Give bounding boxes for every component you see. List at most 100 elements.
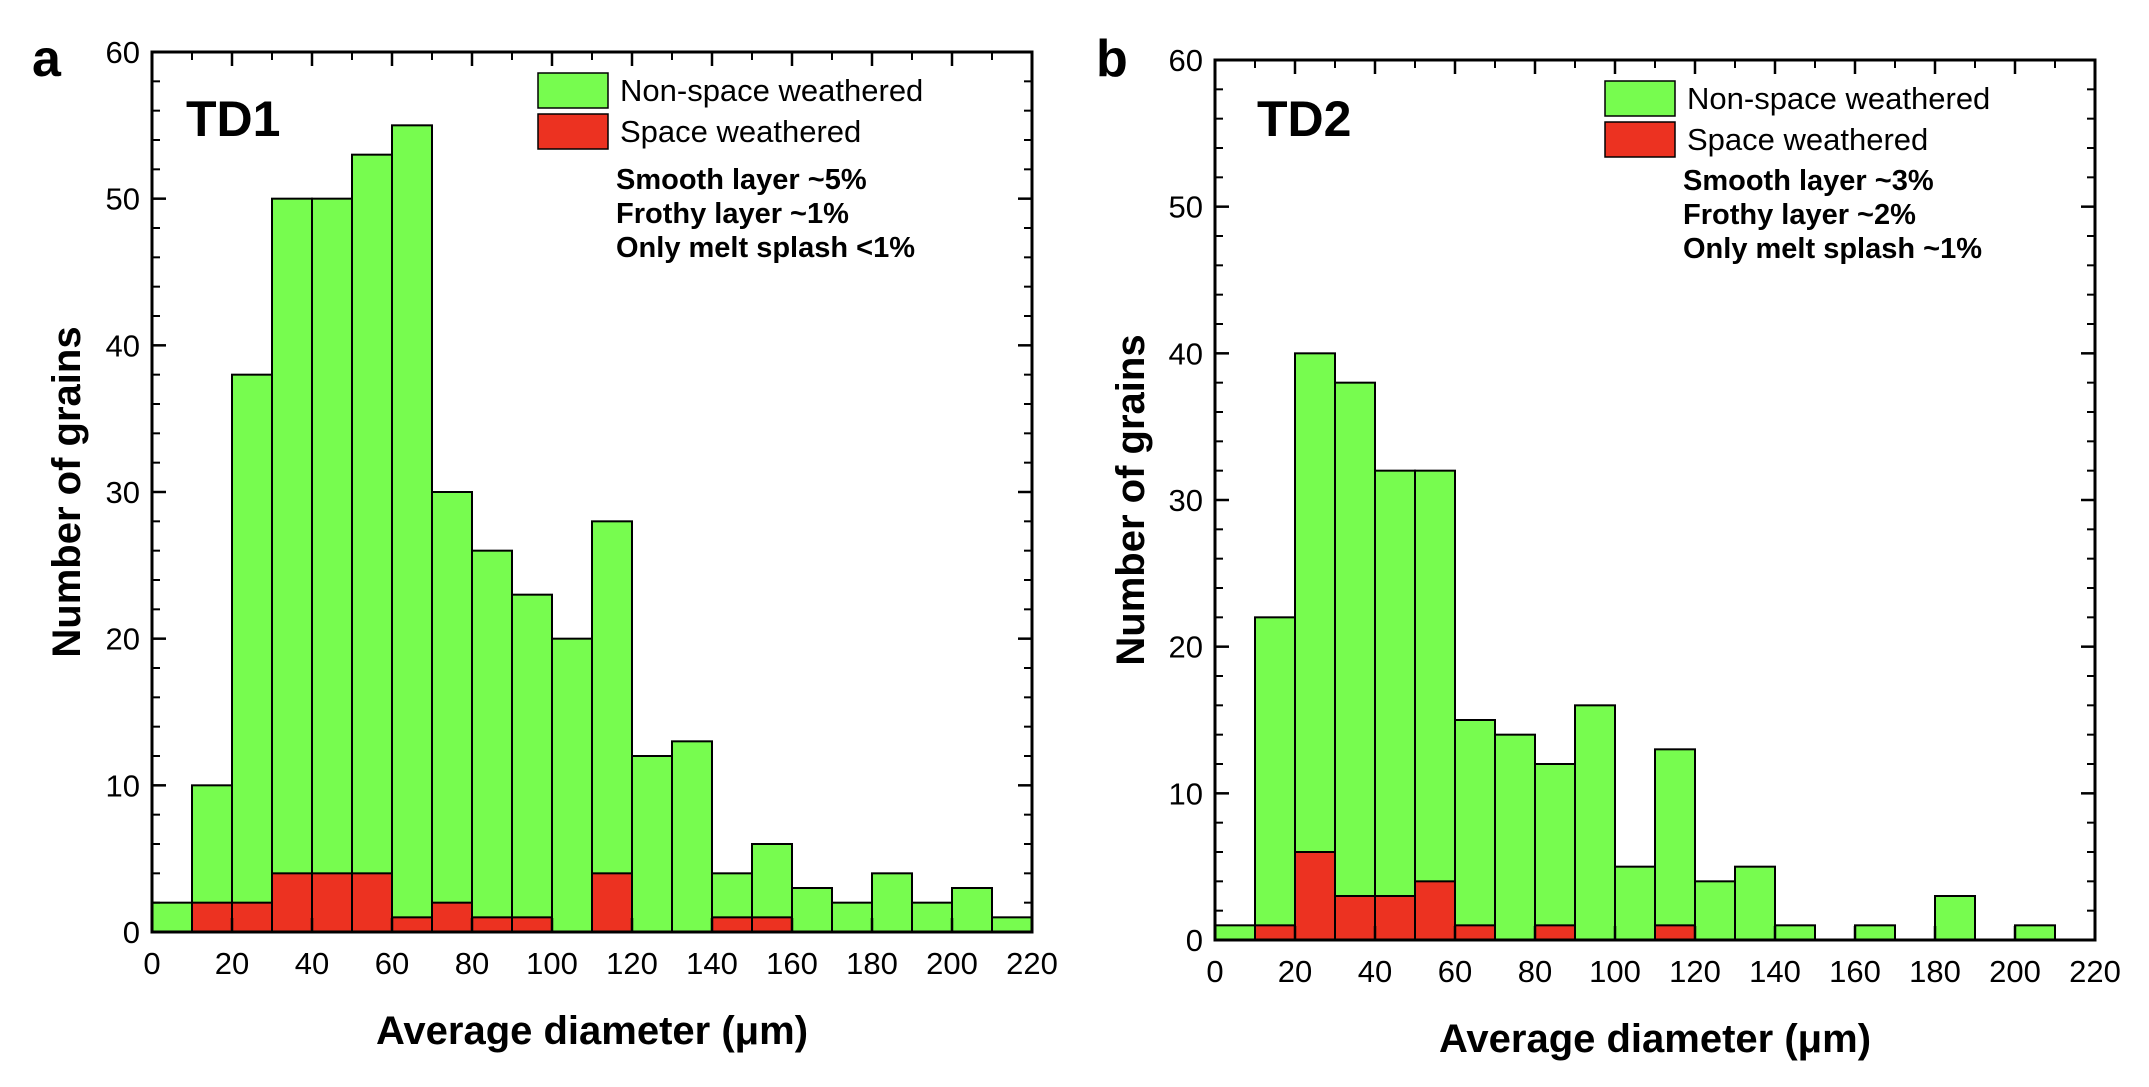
bar-space-weathered (1374, 895, 1416, 941)
bar-non-space-weathered (231, 373, 273, 933)
x-tick-label: 160 (766, 946, 818, 981)
annotation-frothy-layer: Frothy layer ~1% (616, 198, 849, 230)
panel-letter: b (1096, 30, 1128, 88)
legend: Non-space weathered Space weathered (1604, 80, 1990, 158)
annotation-smooth-layer: Smooth layer ~5% (616, 164, 867, 196)
x-tick-label: 40 (295, 946, 329, 981)
x-tick-label: 120 (606, 946, 658, 981)
bar-space-weathered (431, 901, 473, 934)
bar-non-space-weathered (1534, 763, 1576, 941)
bar-non-space-weathered (671, 740, 713, 933)
legend: Non-space weathered Space weathered (537, 72, 923, 150)
bar-space-weathered (591, 872, 633, 933)
x-tick-label: 160 (1829, 954, 1881, 989)
y-tick-label: 10 (1169, 776, 1203, 811)
bar-non-space-weathered (1854, 924, 1896, 941)
x-tick-label: 0 (1206, 954, 1223, 989)
x-tick-label: 100 (526, 946, 578, 981)
tick-layer: 0 20 40 60 80 100 120 140 160 180 200 220 0 10 20 30 40 5… (106, 35, 1058, 981)
y-tick-label: 50 (1169, 190, 1203, 225)
bar-non-space-weathered (1334, 381, 1376, 941)
annotation-block: Smooth layer ~5% Frothy layer ~1% Only m… (616, 164, 915, 264)
y-axis-label: Number of grains (45, 326, 89, 657)
annotation-block: Smooth layer ~3% Frothy layer ~2% Only m… (1683, 165, 1982, 265)
y-tick-label: 50 (106, 182, 140, 217)
annotation-melt-splash: Only melt splash <1% (616, 232, 915, 264)
bar-non-space-weathered (511, 593, 553, 934)
bar-space-weathered (191, 901, 233, 934)
bar-space-weathered (511, 916, 553, 933)
x-tick-label: 80 (455, 946, 489, 981)
y-axis-label: Number of grains (1109, 334, 1153, 665)
legend-swatch-space-weathered (1604, 121, 1676, 158)
y-tick-label: 0 (1186, 923, 1203, 958)
annotation-melt-splash: Only melt splash ~1% (1683, 233, 1982, 265)
bar-space-weathered (1654, 924, 1696, 941)
bar-space-weathered (1294, 851, 1336, 941)
bar-space-weathered (1454, 924, 1496, 941)
bar-non-space-weathered (431, 491, 473, 933)
bar-space-weathered (1334, 895, 1376, 941)
bar-non-space-weathered (1654, 748, 1696, 941)
bar-non-space-weathered (1774, 924, 1816, 941)
tick-layer: 0 20 40 60 80 100 120 140 160 180 200 220 0 10 20 30 40 5… (1169, 43, 2121, 989)
bar-non-space-weathered (1454, 719, 1496, 941)
bar-non-space-weathered (951, 887, 993, 933)
bar-non-space-weathered (631, 755, 673, 933)
bar-non-space-weathered (311, 197, 353, 933)
bar-non-space-weathered (2014, 924, 2056, 941)
bar-layer (1214, 352, 2056, 942)
bar-non-space-weathered (591, 520, 633, 933)
panel-b: b TD2 0 20 40 60 80 100 120 140 160 180 200 220 0 10 2… (1096, 30, 2121, 1061)
panel-title: TD1 (186, 91, 280, 147)
x-tick-label: 40 (1358, 954, 1392, 989)
annotation-smooth-layer: Smooth layer ~3% (1683, 165, 1934, 197)
x-tick-label: 220 (2069, 954, 2121, 989)
bar-non-space-weathered (1254, 616, 1296, 941)
x-tick-label: 200 (1989, 954, 2041, 989)
y-tick-label: 40 (1169, 336, 1203, 371)
bar-layer (151, 124, 1033, 934)
x-tick-label: 80 (1518, 954, 1552, 989)
bar-space-weathered (1254, 924, 1296, 941)
bar-non-space-weathered (551, 637, 593, 934)
x-tick-label: 180 (846, 946, 898, 981)
panel-letter: a (32, 30, 62, 88)
legend-label-space-weathered: Space weathered (1687, 122, 1928, 157)
x-tick-label: 100 (1589, 954, 1641, 989)
panel-a: a TD1 0 20 40 60 80 100 120 140 160 180 200 220 0 10 2… (32, 30, 1058, 1053)
x-tick-label: 60 (375, 946, 409, 981)
y-tick-label: 30 (106, 475, 140, 510)
y-tick-label: 60 (1169, 43, 1203, 78)
bar-space-weathered (311, 872, 353, 933)
legend-label-space-weathered: Space weathered (620, 114, 861, 149)
bar-space-weathered (391, 916, 433, 933)
y-tick-label: 30 (1169, 483, 1203, 518)
x-tick-label: 20 (215, 946, 249, 981)
bar-non-space-weathered (1374, 469, 1416, 941)
bar-non-space-weathered (911, 901, 953, 934)
bar-non-space-weathered (1214, 924, 1256, 941)
bar-space-weathered (1414, 880, 1456, 941)
bar-non-space-weathered (151, 901, 193, 934)
bar-non-space-weathered (391, 124, 433, 934)
y-tick-label: 10 (106, 768, 140, 803)
y-tick-label: 20 (106, 622, 140, 657)
bar-space-weathered (271, 872, 313, 933)
x-tick-label: 200 (926, 946, 978, 981)
x-axis-label: Average diameter (μm) (376, 1009, 808, 1053)
bar-space-weathered (1534, 924, 1576, 941)
bar-non-space-weathered (1694, 880, 1736, 941)
bar-non-space-weathered (871, 872, 913, 933)
legend-swatch-space-weathered (537, 113, 609, 150)
x-tick-label: 180 (1909, 954, 1961, 989)
bar-space-weathered (711, 916, 753, 933)
bar-non-space-weathered (351, 153, 393, 933)
bar-non-space-weathered (791, 887, 833, 933)
bar-space-weathered (231, 901, 273, 934)
y-tick-label: 60 (106, 35, 140, 70)
panel-title: TD2 (1257, 91, 1351, 147)
legend-label-non-space-weathered: Non-space weathered (620, 73, 923, 108)
bar-space-weathered (471, 916, 513, 933)
